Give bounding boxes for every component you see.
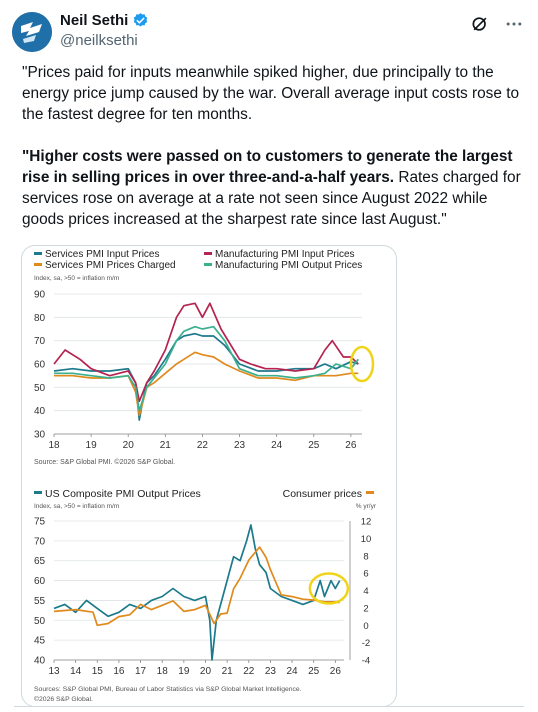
y-tick-label: 45 (34, 636, 46, 647)
tweet-paragraph-2-bold: "Higher costs were passed on to customer… (22, 148, 513, 186)
avatar[interactable] (12, 12, 52, 52)
y-tick-label: 50 (34, 383, 46, 394)
legend-swatch (34, 252, 42, 255)
x-tick-label: 23 (265, 666, 277, 677)
x-tick-label: 19 (178, 666, 190, 677)
y-tick-label: 55 (34, 596, 46, 607)
y-tick-label: 90 (34, 290, 46, 301)
y-tick-label: 70 (34, 536, 46, 547)
x-tick-label: 16 (113, 666, 125, 677)
grok-icon[interactable] (470, 14, 490, 34)
y-tick-label: 70 (34, 336, 46, 347)
x-tick-label: 24 (286, 666, 298, 677)
y-tick-label: 40 (34, 656, 46, 667)
tweet-image[interactable]: Services PMI Input Prices Services PMI Pr… (21, 245, 397, 707)
chart2-source-2: ©2026 S&P Global. (34, 695, 93, 703)
y-tick-label: 30 (34, 430, 46, 441)
tweet-header: Neil Sethi @neilksethi (12, 8, 526, 52)
legend-swatch (34, 491, 42, 494)
highlight-circle (308, 572, 350, 605)
y-tick-label-right: 12 (361, 517, 372, 528)
x-tick-label: 25 (308, 666, 320, 677)
y-tick-label-right: 2 (363, 603, 368, 614)
y-tick-label: 80 (34, 313, 46, 324)
sp-logo-avatar-icon (12, 12, 52, 52)
x-tick-label: 21 (160, 440, 172, 451)
legend-label: Manufacturing PMI Input Prices (215, 249, 355, 260)
x-tick-label: 13 (48, 666, 60, 677)
tweet-text: "Prices paid for inputs meanwhile spiked… (22, 62, 522, 251)
tweet-paragraph-1: "Prices paid for inputs meanwhile spiked… (22, 64, 520, 123)
chart1-source: Source: S&P Global PMI. ©2026 S&P Global… (34, 458, 175, 466)
legend-label: Manufacturing PMI Output Prices (215, 260, 362, 271)
chart2-source: Sources: S&P Global PMI, Bureau of Labor… (34, 686, 302, 693)
y-tick-label-right: 10 (361, 534, 372, 545)
next-tweet-edge (14, 706, 524, 712)
series-line (54, 325, 359, 412)
legend-label: Consumer prices (283, 488, 362, 500)
legend-swatch (366, 491, 374, 494)
series-line (53, 524, 341, 661)
x-tick-label: 22 (197, 440, 209, 451)
y-tick-label: 50 (34, 616, 46, 627)
y-tick-label-right: -4 (362, 656, 370, 667)
chart1-ylabel: Index, sa, >50 = inflation m/m (34, 275, 119, 282)
x-tick-label: 26 (345, 440, 357, 451)
x-tick-label: 19 (86, 440, 98, 451)
display-name[interactable]: Neil Sethi (60, 12, 129, 29)
x-tick-label: 14 (70, 666, 82, 677)
legend-label: Services PMI Prices Charged (45, 260, 176, 271)
x-tick-label: 23 (234, 440, 246, 451)
x-tick-label: 21 (222, 666, 234, 677)
legend-swatch (204, 263, 212, 266)
series-line (53, 302, 359, 403)
more-icon[interactable] (504, 14, 524, 34)
tweet-paragraph-2-rest: Rates charged for services rose on avera… (22, 169, 521, 228)
y-tick-label: 40 (34, 406, 46, 417)
y-tick-label: 60 (34, 360, 46, 371)
x-tick-label: 26 (330, 666, 342, 677)
chart2-ylabel-right: % yr/yr (356, 503, 377, 510)
x-tick-label: 17 (135, 666, 147, 677)
series-line (53, 546, 340, 627)
series-line (54, 351, 359, 417)
x-tick-label: 18 (48, 440, 60, 451)
y-tick-label-right: 6 (363, 569, 368, 580)
x-tick-label: 25 (308, 440, 320, 451)
handle[interactable]: @neilksethi (60, 32, 138, 49)
chart2-ylabel: Index, sa, >50 = inflation m/m (34, 503, 119, 510)
x-tick-label: 24 (271, 440, 283, 451)
legend-label: US Composite PMI Output Prices (45, 488, 201, 500)
y-tick-label-right: 8 (363, 551, 368, 562)
y-tick-label: 75 (34, 517, 46, 528)
legend-label: Services PMI Input Prices (45, 249, 159, 260)
x-tick-label: 18 (157, 666, 169, 677)
y-tick-label: 60 (34, 576, 46, 587)
x-tick-label: 20 (200, 666, 212, 677)
tweet-paragraph-2: "Higher costs were passed on to customer… (22, 146, 522, 230)
legend-swatch (204, 252, 212, 255)
highlight-circle (349, 345, 375, 383)
x-tick-label: 15 (92, 666, 104, 677)
y-tick-label-right: -2 (362, 638, 370, 649)
verified-badge-icon (134, 13, 148, 27)
y-tick-label-right: 0 (363, 621, 368, 632)
legend-swatch (34, 263, 42, 266)
x-tick-label: 22 (243, 666, 255, 677)
x-tick-label: 20 (123, 440, 135, 451)
y-tick-label: 65 (34, 556, 46, 567)
y-tick-label-right: 4 (363, 586, 368, 597)
